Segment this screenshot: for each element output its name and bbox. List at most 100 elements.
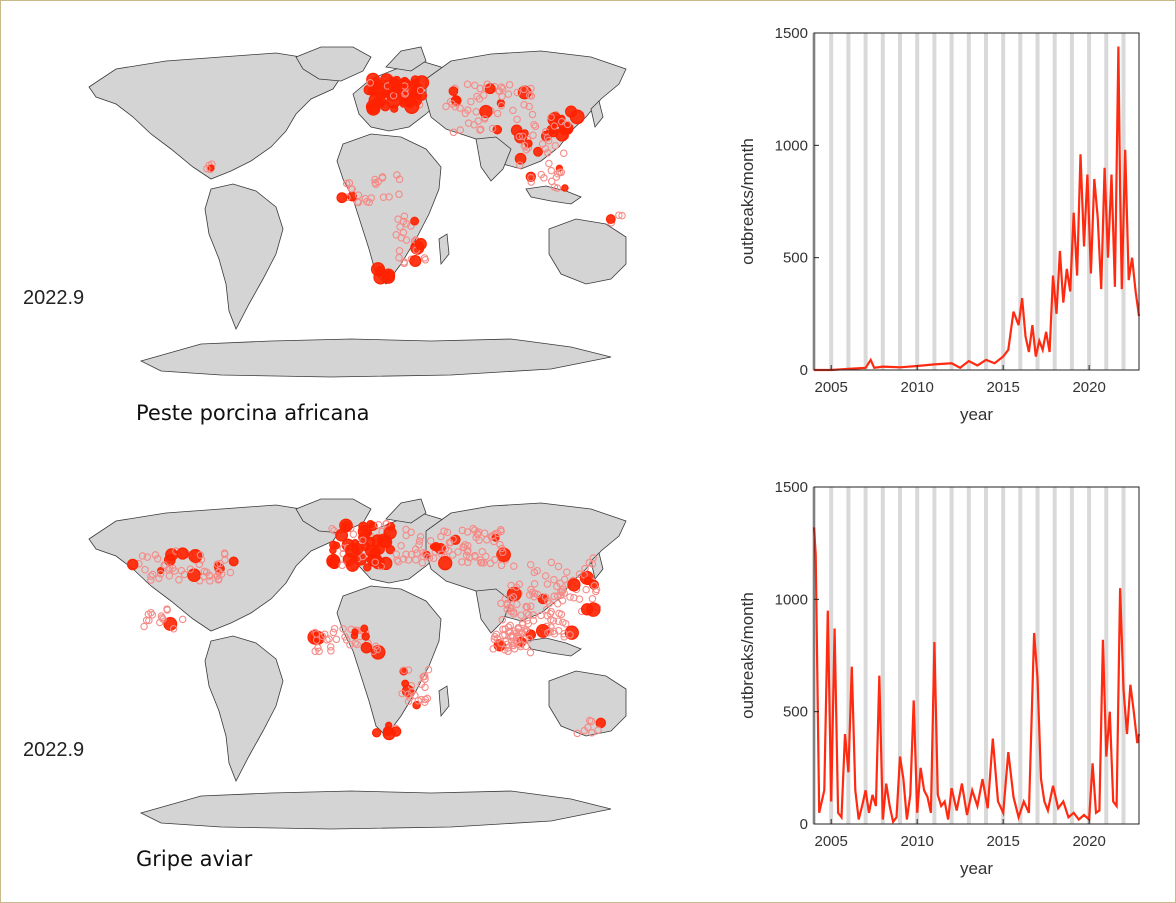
x-ticks: 2005 2010 2015 2020: [815, 365, 1106, 396]
outbreak-marker: [410, 216, 420, 226]
outbreak-marker: [482, 552, 490, 561]
y-tick-label: 500: [783, 250, 808, 267]
outbreak-marker: [542, 605, 551, 614]
outbreak-marker: [504, 90, 513, 98]
year-band: [1018, 487, 1023, 824]
outbreak-marker: [410, 75, 420, 85]
outbreak-marker: [347, 184, 356, 193]
outbreak-marker: [498, 548, 507, 557]
map-date-label: 2022.9: [23, 739, 85, 761]
year-band: [966, 487, 971, 824]
outbreak-marker: [320, 630, 329, 639]
outbreak-marker: [444, 546, 453, 555]
outbreak-marker: [442, 102, 450, 111]
outbreak-marker: [498, 92, 506, 101]
outbreak-marker: [155, 574, 163, 583]
outbreak-marker: [325, 635, 333, 643]
outbreak-marker: [554, 626, 563, 635]
outbreak-marker: [336, 192, 348, 204]
x-ticks: 2005 2010 2015 2020: [815, 819, 1106, 850]
outbreak-marker: [582, 585, 590, 594]
map-caption: Peste porcina africana: [136, 401, 370, 425]
outbreak-marker: [443, 528, 452, 537]
year-band: [846, 33, 851, 370]
outbreak-marker: [394, 215, 402, 223]
y-ticks: 0 500 1000 1500: [775, 25, 819, 379]
land-africa: [336, 585, 442, 737]
outbreak-marker: [527, 173, 535, 182]
outbreak-marker: [404, 556, 413, 564]
outbreak-marker: [315, 647, 323, 656]
outbreak-marker: [397, 541, 405, 550]
outbreak-marker: [554, 562, 563, 571]
outbreak-marker: [478, 547, 486, 556]
outbreak-marker: [159, 615, 167, 623]
outbreak-marker: [463, 80, 472, 88]
outbreak-marker: [499, 631, 507, 640]
land-scandinavia: [385, 498, 427, 524]
outbreak-marker: [520, 85, 528, 94]
outbreak-marker: [360, 624, 369, 633]
outbreak-marker: [175, 576, 183, 584]
outbreak-marker: [390, 104, 399, 113]
outbreak-marker: [518, 132, 527, 140]
outbreak-marker: [527, 84, 535, 93]
outbreak-marker: [595, 717, 607, 729]
outbreak-marker: [513, 600, 521, 608]
year-band: [1001, 33, 1006, 370]
outbreak-marker: [420, 254, 429, 262]
year-band: [1121, 487, 1126, 824]
outbreak-marker: [462, 551, 471, 560]
outbreak-marker: [560, 575, 569, 584]
outbreak-marker: [417, 680, 426, 688]
outbreak-marker: [550, 575, 558, 584]
outbreak-marker: [385, 193, 393, 201]
outbreak-marker: [553, 582, 561, 591]
year-band: [898, 33, 902, 370]
outbreak-marker: [509, 593, 518, 601]
year-band: [829, 33, 834, 370]
outbreak-marker: [350, 632, 359, 640]
outbreak-marker: [364, 528, 373, 537]
outbreak-marker: [311, 647, 319, 655]
y-axis-label: outbreaks/month: [738, 138, 757, 265]
outbreak-marker: [547, 177, 556, 186]
outbreak-marker: [425, 554, 434, 562]
outbreak-marker: [558, 588, 567, 596]
outbreak-marker: [176, 547, 189, 560]
outbreak-marker: [541, 593, 550, 601]
outbreak-marker: [187, 568, 201, 583]
outbreak-marker: [437, 532, 445, 541]
outbreak-marker: [200, 572, 208, 581]
y-tick-label: 500: [783, 704, 808, 721]
year-band: [915, 33, 920, 370]
outbreak-marker: [535, 623, 550, 638]
outbreak-marker: [573, 729, 582, 738]
outbreak-marker: [458, 526, 467, 535]
x-tick-label: 2005: [815, 379, 848, 396]
outbreak-marker: [524, 139, 533, 148]
outbreak-marker: [491, 555, 499, 564]
outbreak-marker: [358, 521, 369, 532]
outbreak-marker: [497, 83, 506, 91]
outbreak-marker: [544, 136, 553, 145]
year-band: [966, 33, 971, 370]
outbreak-marker: [510, 610, 518, 618]
outbreak-marker: [483, 80, 492, 88]
outbreak-marker: [489, 645, 497, 653]
outbreak-marker: [145, 616, 153, 625]
outbreak-marker: [483, 536, 491, 544]
map-caption: Gripe aviar: [136, 847, 253, 871]
outbreak-marker: [329, 628, 338, 637]
outbreak-marker: [342, 636, 351, 644]
world-map-african-swine-fever: [88, 46, 627, 378]
outbreak-marker: [540, 174, 548, 182]
outbreak-marker: [510, 645, 519, 653]
outbreak-marker: [408, 87, 417, 96]
outbreak-marker: [164, 566, 173, 574]
map-date-label: 2022.9: [23, 287, 85, 309]
outbreak-marker: [547, 558, 556, 567]
outbreak-marker: [580, 603, 594, 616]
x-tick-label: 2015: [986, 833, 1019, 850]
outbreaks-line-chart-asf: 0 500 1000 1500 2005 2010 2015 2020 year outbr…: [738, 25, 1141, 424]
